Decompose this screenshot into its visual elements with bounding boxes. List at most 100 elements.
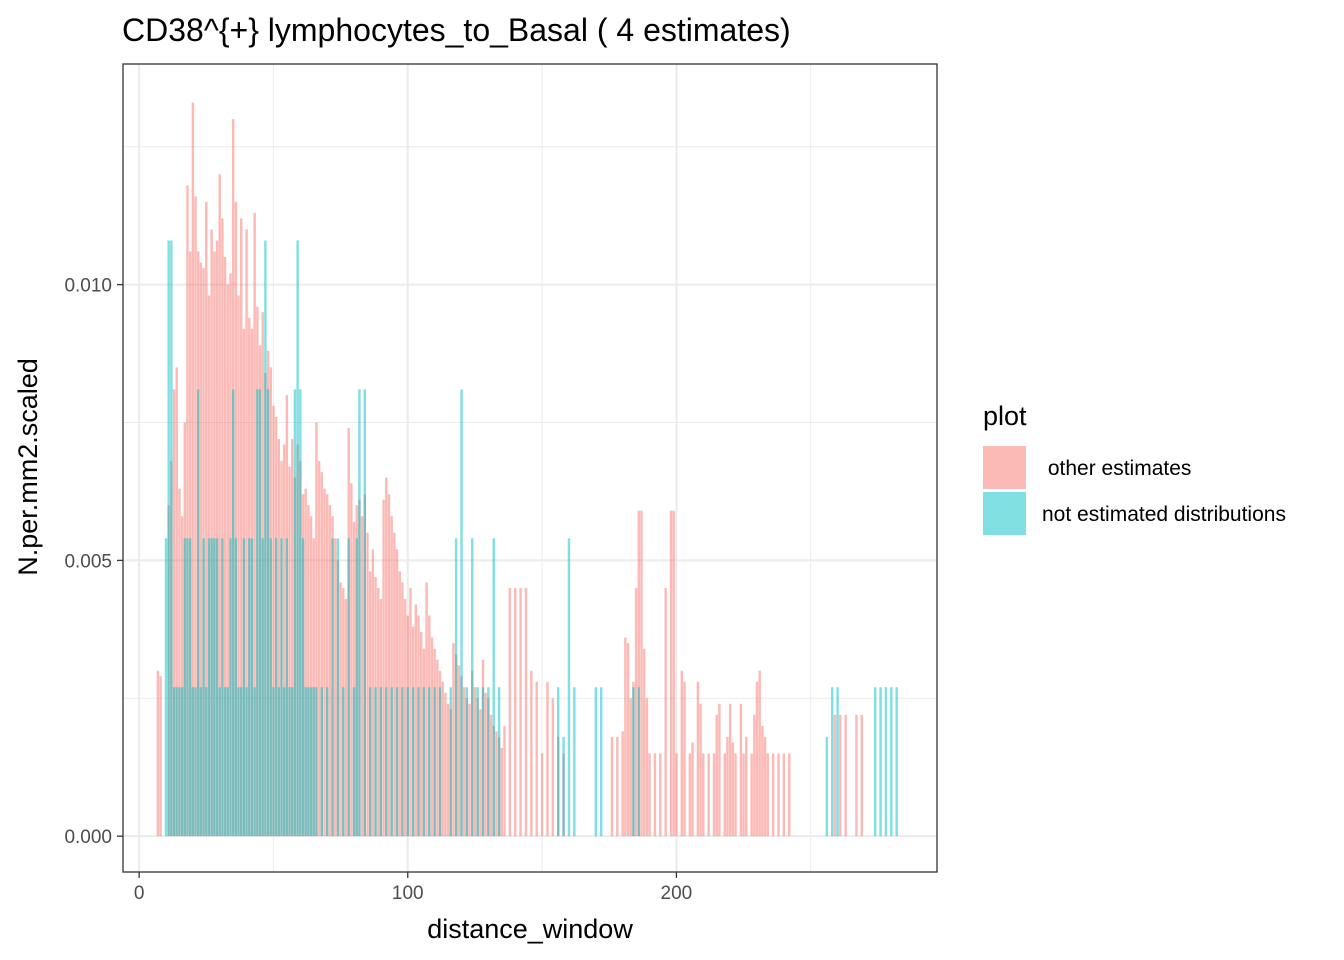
- bar: [167, 240, 170, 837]
- bar: [352, 687, 356, 837]
- bar: [218, 174, 221, 837]
- bar: [221, 218, 224, 837]
- bar: [707, 753, 710, 837]
- bar: [728, 703, 732, 837]
- bar: [890, 687, 893, 837]
- bar: [403, 598, 407, 837]
- panel-background: [123, 64, 937, 872]
- bar: [398, 571, 401, 837]
- bar: [291, 687, 294, 837]
- bar: [417, 687, 420, 837]
- bar: [272, 687, 275, 837]
- bar: [879, 687, 882, 837]
- bar: [653, 753, 657, 837]
- bar: [758, 670, 761, 837]
- bar: [210, 538, 213, 837]
- bar: [366, 532, 369, 837]
- bar: [487, 687, 490, 837]
- bar: [312, 687, 315, 837]
- bar: [309, 516, 313, 837]
- bar: [621, 731, 624, 837]
- bar: [860, 714, 863, 837]
- bar: [411, 687, 415, 837]
- bar: [761, 725, 764, 837]
- bar: [788, 753, 791, 837]
- bar: [164, 538, 168, 837]
- bar: [336, 538, 340, 837]
- y-tick-label: 0.005: [64, 551, 112, 572]
- bar: [637, 687, 641, 837]
- legend-label-not-estimated: not estimated distributions: [1042, 503, 1286, 526]
- chart-title: CD38^{+} lymphocytes_to_Basal ( 4 estima…: [122, 12, 791, 48]
- bar: [648, 753, 651, 837]
- bar: [489, 714, 493, 837]
- bar: [745, 736, 748, 837]
- bar: [771, 753, 775, 837]
- bar: [567, 538, 571, 837]
- bar: [210, 229, 213, 837]
- bar: [307, 505, 310, 837]
- bar: [481, 687, 485, 837]
- bar: [696, 681, 700, 837]
- bar: [691, 742, 694, 837]
- x-axis-title: distance_window: [427, 914, 633, 944]
- bar: [277, 439, 281, 837]
- bar: [368, 687, 372, 837]
- bar: [855, 714, 858, 837]
- bar: [479, 709, 482, 837]
- bar: [377, 587, 380, 837]
- bar: [239, 218, 243, 837]
- bar: [702, 753, 705, 837]
- bar: [242, 538, 246, 837]
- bar: [159, 676, 162, 837]
- bar: [315, 422, 318, 837]
- bar: [551, 698, 555, 837]
- bar: [213, 538, 216, 837]
- bar: [172, 389, 176, 837]
- bar: [371, 549, 375, 837]
- bar: [245, 229, 248, 837]
- grid-lines: [123, 64, 937, 872]
- bar: [401, 687, 404, 837]
- bar: [358, 389, 361, 837]
- x-tick-label: 200: [661, 883, 693, 904]
- bar: [288, 466, 291, 837]
- bar: [293, 389, 297, 837]
- bar: [718, 703, 721, 837]
- bar: [409, 587, 412, 837]
- bar: [449, 687, 452, 837]
- bar: [562, 736, 565, 837]
- bar: [223, 257, 227, 837]
- bar: [320, 472, 324, 837]
- bar: [763, 736, 767, 837]
- bar: [205, 201, 208, 837]
- bar: [428, 687, 431, 837]
- bar: [199, 262, 203, 837]
- bar: [178, 687, 181, 837]
- bar: [226, 687, 229, 837]
- bar: [234, 538, 238, 837]
- bar: [390, 516, 393, 837]
- bar: [884, 687, 888, 837]
- bar: [393, 532, 396, 837]
- bar: [640, 510, 643, 837]
- bar: [659, 753, 662, 837]
- bar: [395, 687, 399, 837]
- bar: [535, 681, 538, 837]
- series-1: [164, 240, 898, 837]
- bar: [680, 670, 683, 837]
- bar: [379, 687, 383, 837]
- bar: [465, 687, 469, 837]
- bar: [777, 753, 780, 837]
- x-tick-label: 100: [392, 883, 424, 904]
- bar: [331, 538, 334, 837]
- bar: [261, 538, 264, 837]
- bar: [347, 538, 350, 837]
- bar: [229, 538, 232, 837]
- bar: [374, 687, 377, 837]
- bars: [156, 102, 898, 837]
- bar: [833, 714, 837, 837]
- bar: [350, 483, 353, 837]
- bar: [234, 201, 238, 837]
